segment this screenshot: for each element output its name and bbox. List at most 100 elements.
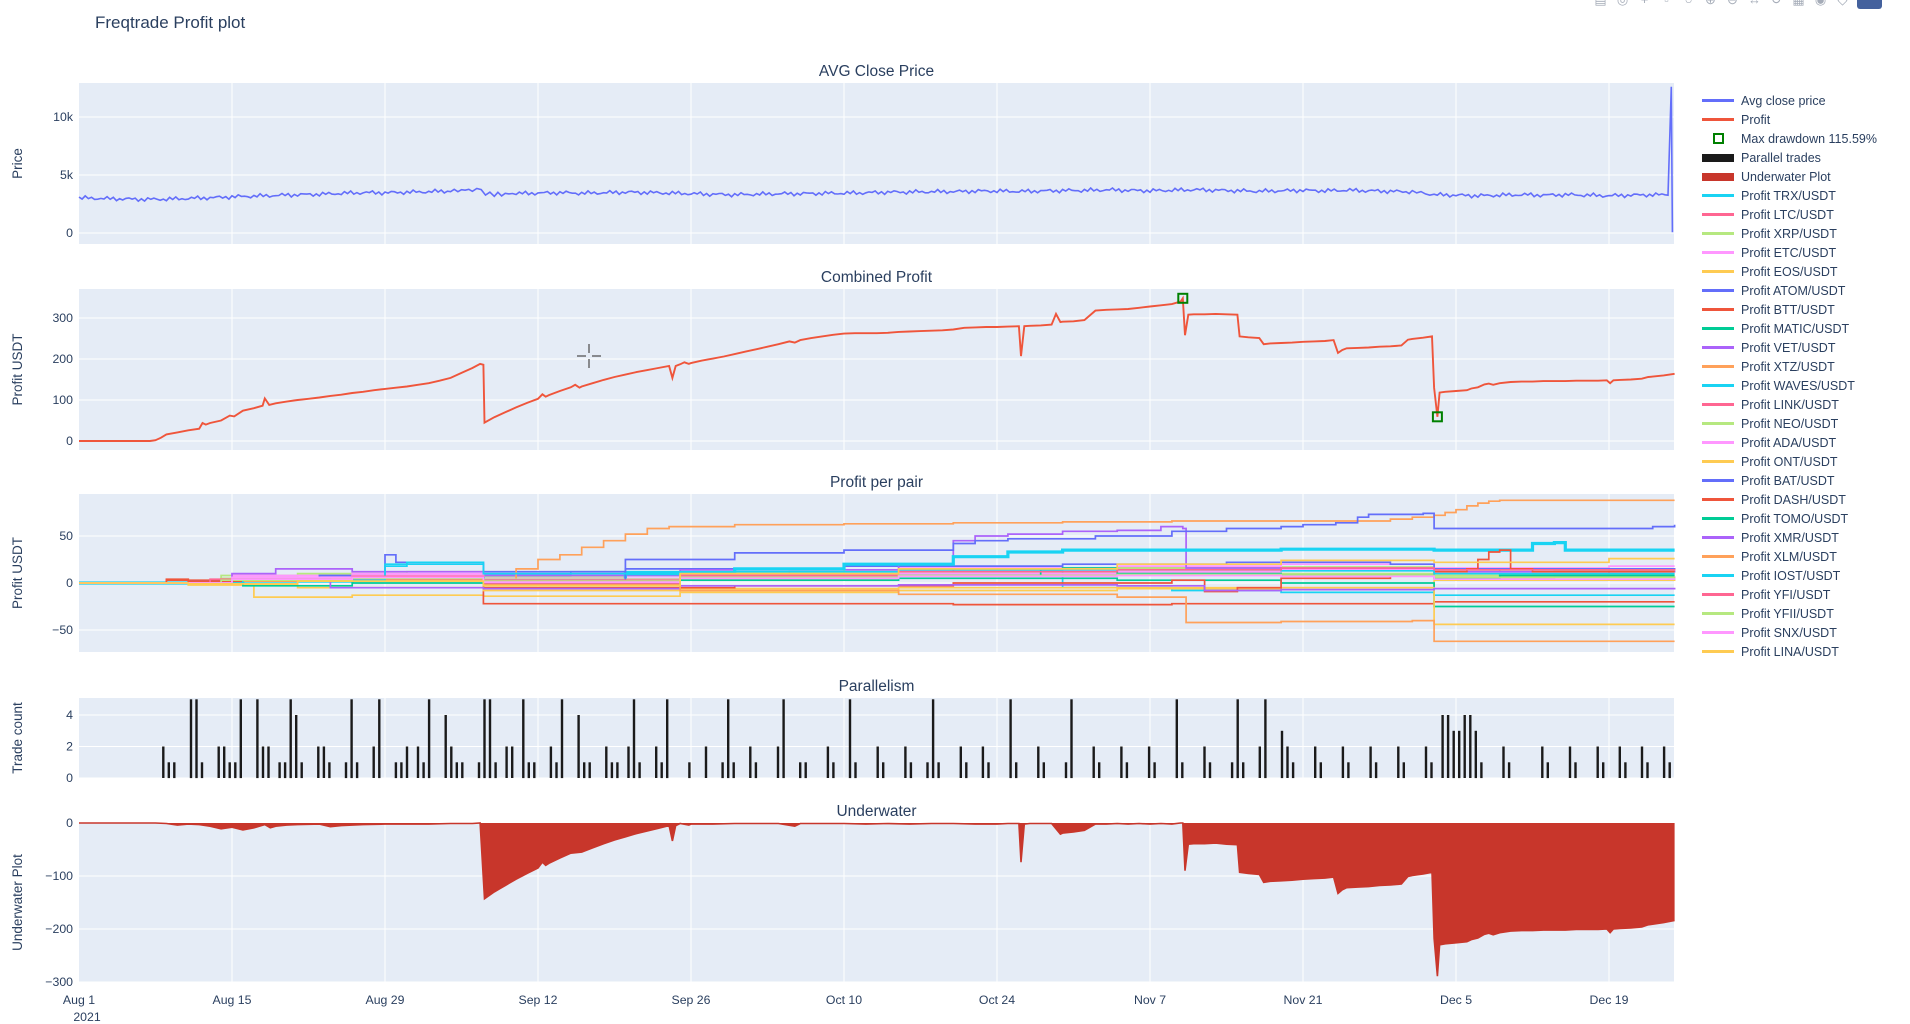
plot-area[interactable] bbox=[79, 289, 1674, 450]
hover-compare-icon[interactable]: ◇ bbox=[1835, 0, 1850, 9]
pan-icon[interactable]: + bbox=[1637, 0, 1652, 9]
legend-swatch bbox=[1702, 517, 1734, 520]
legend-label: Profit XLM/USDT bbox=[1741, 549, 1837, 564]
legend-swatch bbox=[1702, 498, 1734, 501]
zoom-icon[interactable]: ◎ bbox=[1615, 0, 1630, 9]
parallel-trades-bar bbox=[1347, 762, 1350, 779]
modebar: ▤ ◎ + ▫ ○ ⊕ ⊖ ↔ ↺ ▦ ◉ ◇ bbox=[1593, 0, 1882, 9]
parallel-trades-bar bbox=[189, 699, 193, 779]
legend-item-profit-xlm-usdt[interactable]: Profit XLM/USDT bbox=[1702, 547, 1877, 566]
parallel-trades-bar bbox=[1452, 730, 1455, 779]
parallel-trades-bar bbox=[1463, 715, 1466, 778]
legend-item-profit-neo-usdt[interactable]: Profit NEO/USDT bbox=[1702, 414, 1877, 433]
parallel-trades-bar bbox=[1015, 762, 1018, 779]
legend-item-parallel-trades[interactable]: Parallel trades bbox=[1702, 148, 1877, 167]
x-tick-label: Sep 12 bbox=[519, 993, 558, 1007]
parallel-trades-bar bbox=[754, 762, 758, 779]
plot-area[interactable] bbox=[79, 83, 1674, 244]
parallel-trades-bar bbox=[283, 762, 287, 779]
parallel-trades-bar bbox=[450, 746, 453, 778]
lasso-select-icon[interactable]: ○ bbox=[1681, 0, 1696, 9]
subplot-parallelism[interactable]: 0 2 4 Parallelism Trade count bbox=[10, 678, 1674, 785]
autoscale-icon[interactable]: ↔ bbox=[1747, 0, 1762, 9]
subplot-price[interactable]: 0 5k 10k AVG Close Price Price bbox=[10, 63, 1674, 244]
subplot-underwater[interactable]: 0 −100 −200 −300 Underwater Underwater Plot bbox=[10, 803, 1675, 989]
x-tick-label: Aug 1 bbox=[63, 993, 95, 1007]
legend-swatch bbox=[1702, 251, 1734, 254]
legend-item-profit-yfi-usdt[interactable]: Profit YFI/USDT bbox=[1702, 585, 1877, 604]
legend-item-profit[interactable]: Profit bbox=[1702, 110, 1877, 129]
legend-item-profit-btt-usdt[interactable]: Profit BTT/USDT bbox=[1702, 300, 1877, 319]
legend-label: Profit TOMO/USDT bbox=[1741, 511, 1849, 526]
subplot-title-price: AVG Close Price bbox=[819, 63, 934, 80]
parallel-trades-bar bbox=[344, 762, 348, 779]
parallel-trades-bar bbox=[1064, 762, 1068, 779]
parallel-trades-bar bbox=[1507, 762, 1511, 779]
legend-item-profit-xtz-usdt[interactable]: Profit XTZ/USDT bbox=[1702, 357, 1877, 376]
legend-item-avg-close-price[interactable]: Avg close price bbox=[1702, 91, 1877, 110]
legend-item-profit-tomo-usdt[interactable]: Profit TOMO/USDT bbox=[1702, 509, 1877, 528]
legend-item-profit-dash-usdt[interactable]: Profit DASH/USDT bbox=[1702, 490, 1877, 509]
legend-item-profit-waves-usdt[interactable]: Profit WAVES/USDT bbox=[1702, 376, 1877, 395]
legend-item-profit-ont-usdt[interactable]: Profit ONT/USDT bbox=[1702, 452, 1877, 471]
legend-label: Profit LINK/USDT bbox=[1741, 397, 1839, 412]
y-tick-label: 0 bbox=[66, 226, 73, 240]
legend-item-profit-link-usdt[interactable]: Profit LINK/USDT bbox=[1702, 395, 1877, 414]
zoom-out-icon[interactable]: ⊖ bbox=[1725, 0, 1740, 9]
toggle-spikelines-icon[interactable]: ▦ bbox=[1791, 0, 1806, 9]
legend-item-profit-matic-usdt[interactable]: Profit MATIC/USDT bbox=[1702, 319, 1877, 338]
legend-swatch bbox=[1702, 460, 1734, 463]
legend-label: Profit BTT/USDT bbox=[1741, 302, 1835, 317]
y-tick-label: 10k bbox=[53, 110, 74, 124]
parallel-trades-bar bbox=[427, 699, 431, 779]
legend-item-profit-eos-usdt[interactable]: Profit EOS/USDT bbox=[1702, 262, 1877, 281]
box-select-icon[interactable]: ▫ bbox=[1659, 0, 1674, 9]
legend-item-profit-ltc-usdt[interactable]: Profit LTC/USDT bbox=[1702, 205, 1877, 224]
legend-label: Profit ATOM/USDT bbox=[1741, 283, 1846, 298]
parallel-trades-bar bbox=[583, 762, 586, 779]
legend-item-profit-trx-usdt[interactable]: Profit TRX/USDT bbox=[1702, 186, 1877, 205]
max-drawdown-marker[interactable] bbox=[1177, 292, 1189, 304]
legend-item-profit-ada-usdt[interactable]: Profit ADA/USDT bbox=[1702, 433, 1877, 452]
hover-closest-icon[interactable]: ◉ bbox=[1813, 0, 1828, 9]
parallel-trades-bar bbox=[422, 762, 425, 779]
legend-item-profit-etc-usdt[interactable]: Profit ETC/USDT bbox=[1702, 243, 1877, 262]
legend-swatch bbox=[1702, 289, 1734, 292]
legend-item-profit-lina-usdt[interactable]: Profit LINA/USDT bbox=[1702, 642, 1877, 661]
parallel-trades-bar bbox=[1242, 762, 1245, 779]
parallel-trades-bar bbox=[1098, 762, 1101, 779]
x-tick-year-label: 2021 bbox=[73, 1010, 101, 1024]
y-axis-title-combined_profit: Profit USDT bbox=[10, 333, 25, 405]
legend-item-underwater-plot[interactable]: Underwater Plot bbox=[1702, 167, 1877, 186]
legend-item-profit-snx-usdt[interactable]: Profit SNX/USDT bbox=[1702, 623, 1877, 642]
legend-swatch bbox=[1702, 118, 1734, 121]
x-tick-label: Aug 29 bbox=[366, 993, 405, 1007]
parallel-trades-bar bbox=[616, 762, 619, 779]
y-tick-label: 50 bbox=[59, 529, 73, 543]
legend-item-profit-bat-usdt[interactable]: Profit BAT/USDT bbox=[1702, 471, 1877, 490]
legend-item-profit-iost-usdt[interactable]: Profit IOST/USDT bbox=[1702, 566, 1877, 585]
legend-label: Profit YFII/USDT bbox=[1741, 606, 1834, 621]
legend-item-max-drawdown-115-59-[interactable]: Max drawdown 115.59% bbox=[1702, 129, 1877, 148]
x-tick-label: Aug 15 bbox=[213, 993, 252, 1007]
legend-item-profit-yfii-usdt[interactable]: Profit YFII/USDT bbox=[1702, 604, 1877, 623]
plotly-logo[interactable] bbox=[1857, 0, 1882, 9]
reset-axes-icon[interactable]: ↺ bbox=[1769, 0, 1784, 9]
legend-item-profit-vet-usdt[interactable]: Profit VET/USDT bbox=[1702, 338, 1877, 357]
y-tick-label: 0 bbox=[66, 434, 73, 448]
parallel-trades-bar bbox=[1474, 730, 1477, 779]
y-axis-title-parallelism: Trade count bbox=[10, 702, 25, 774]
max-drawdown-marker[interactable] bbox=[1431, 411, 1443, 423]
subplot-profit_per_pair[interactable]: −50 0 50 Profit per pair Profit USDT bbox=[10, 474, 1676, 652]
zoom-in-icon[interactable]: ⊕ bbox=[1703, 0, 1718, 9]
parallel-trades-bar bbox=[223, 746, 226, 778]
legend-item-profit-atom-usdt[interactable]: Profit ATOM/USDT bbox=[1702, 281, 1877, 300]
x-tick-label: Nov 21 bbox=[1284, 993, 1323, 1007]
download-plot-icon[interactable]: ▤ bbox=[1593, 0, 1608, 9]
subplot-combined_profit[interactable]: 0 100 200 300 Combined Profit Profit USDT bbox=[10, 269, 1675, 450]
parallel-trades-bar bbox=[1286, 746, 1289, 778]
series-avg-close-price bbox=[78, 86, 1674, 233]
legend-item-profit-xmr-usdt[interactable]: Profit XMR/USDT bbox=[1702, 528, 1877, 547]
legend-item-profit-xrp-usdt[interactable]: Profit XRP/USDT bbox=[1702, 224, 1877, 243]
